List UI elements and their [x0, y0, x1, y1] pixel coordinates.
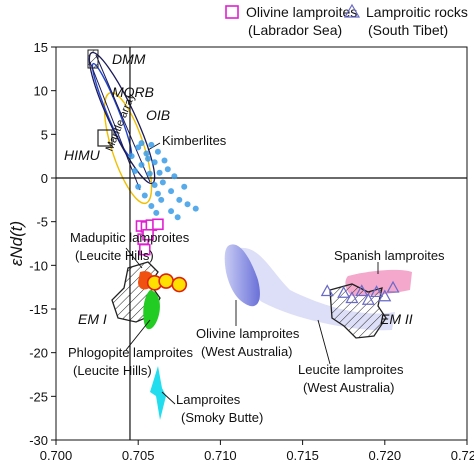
annotation: (Leucite Hills)	[75, 248, 154, 263]
annotation: HIMU	[64, 147, 101, 163]
marker	[337, 286, 351, 298]
annotation: Olivine lamproites	[196, 326, 300, 341]
annotation: MORB	[112, 84, 154, 100]
marker	[145, 155, 152, 162]
leader-line	[317, 319, 331, 365]
leader-line	[125, 247, 143, 269]
himu-box	[97, 129, 113, 147]
smoky-butte-field	[150, 366, 166, 420]
annotation: DMM	[112, 51, 146, 67]
annotation: (West Australia)	[303, 380, 395, 395]
marker	[158, 273, 174, 289]
dmm-box	[87, 49, 99, 69]
marker	[148, 202, 155, 209]
plot-frame	[55, 46, 468, 441]
marker	[128, 153, 135, 160]
marker	[146, 170, 153, 177]
legend-label: (Labrador Sea)	[248, 22, 342, 38]
legend-marker	[343, 3, 361, 18]
marker	[378, 289, 392, 302]
marker	[168, 188, 175, 195]
y-tick-label: 10	[34, 84, 48, 99]
y-tick-label: -15	[29, 302, 48, 317]
y-tick-label: -10	[29, 258, 48, 273]
annotation: Spanish lamproites	[334, 248, 445, 263]
annotation: Phlogopite lamproites	[68, 345, 194, 360]
mantle-array-line	[89, 61, 141, 191]
marker	[158, 196, 165, 203]
marker	[161, 157, 168, 164]
marker	[355, 284, 369, 297]
marker	[184, 201, 191, 208]
legend-marker	[225, 5, 239, 19]
annotation: (Leucite Hills)	[73, 363, 152, 378]
marker	[174, 214, 181, 221]
y-tick-label: 5	[41, 127, 48, 142]
marker	[168, 208, 175, 215]
y-tick-label: 0	[41, 171, 48, 186]
marker	[361, 293, 375, 305]
x-tick-label: 0.715	[286, 448, 319, 463]
marker	[159, 179, 166, 186]
marker	[141, 192, 148, 199]
marker	[131, 168, 138, 175]
marker	[152, 218, 164, 231]
marker	[138, 243, 151, 256]
x-tick-label: 0.720	[369, 448, 402, 463]
marker	[142, 228, 154, 241]
marker	[138, 161, 145, 168]
annotation: OIB	[146, 107, 170, 123]
marker	[176, 196, 183, 203]
annotation: EM I	[78, 311, 107, 327]
marker	[171, 173, 178, 180]
green-field	[143, 290, 160, 330]
marker	[370, 285, 384, 298]
y-tick-label: -25	[29, 389, 48, 404]
annotation: (West Australia)	[201, 344, 293, 359]
marker	[151, 159, 158, 166]
annotation: Madupitic lamproites	[70, 230, 190, 245]
marker	[156, 169, 163, 176]
annotation: (Smoky Butte)	[181, 410, 263, 425]
marker	[154, 148, 161, 155]
legend-label: Lamproitic rocks	[366, 4, 468, 20]
annotation: EM II	[380, 311, 413, 327]
leader-line	[161, 391, 176, 405]
marker	[143, 150, 150, 157]
legend-label: Olivine lamproites	[246, 4, 357, 20]
marker	[135, 183, 142, 190]
x-tick-label: 0.725	[451, 448, 474, 463]
x-tick-label: 0.700	[40, 448, 73, 463]
marker	[153, 209, 160, 216]
x-tick-label: 0.710	[204, 448, 237, 463]
y-tick-label: 15	[34, 40, 48, 55]
marker	[345, 291, 359, 304]
marker	[320, 284, 334, 297]
olivine-lamproites-field	[224, 244, 260, 307]
leaders	[125, 142, 379, 405]
marker	[154, 190, 161, 197]
marker	[138, 140, 145, 147]
legend-label: (South Tibet)	[368, 22, 448, 38]
annotation: Leucite lamproites	[298, 362, 404, 377]
marker	[386, 280, 400, 293]
y-tick-label: -5	[36, 215, 48, 230]
annotation: Lamproites	[176, 392, 241, 407]
marker	[148, 141, 155, 148]
y-tick-label: -30	[29, 433, 48, 448]
x-tick-label: 0.705	[122, 448, 155, 463]
marker	[151, 181, 158, 188]
marker	[171, 276, 188, 293]
marker	[192, 205, 199, 212]
mantle-array-line	[95, 54, 151, 183]
marker	[181, 183, 188, 190]
marker	[135, 144, 142, 151]
leader-line	[147, 142, 161, 151]
annotation: Kimberlites	[162, 133, 227, 148]
marker	[164, 166, 171, 173]
y-axis-label: εNd(t)	[7, 221, 26, 266]
y-tick-label: -20	[29, 346, 48, 361]
